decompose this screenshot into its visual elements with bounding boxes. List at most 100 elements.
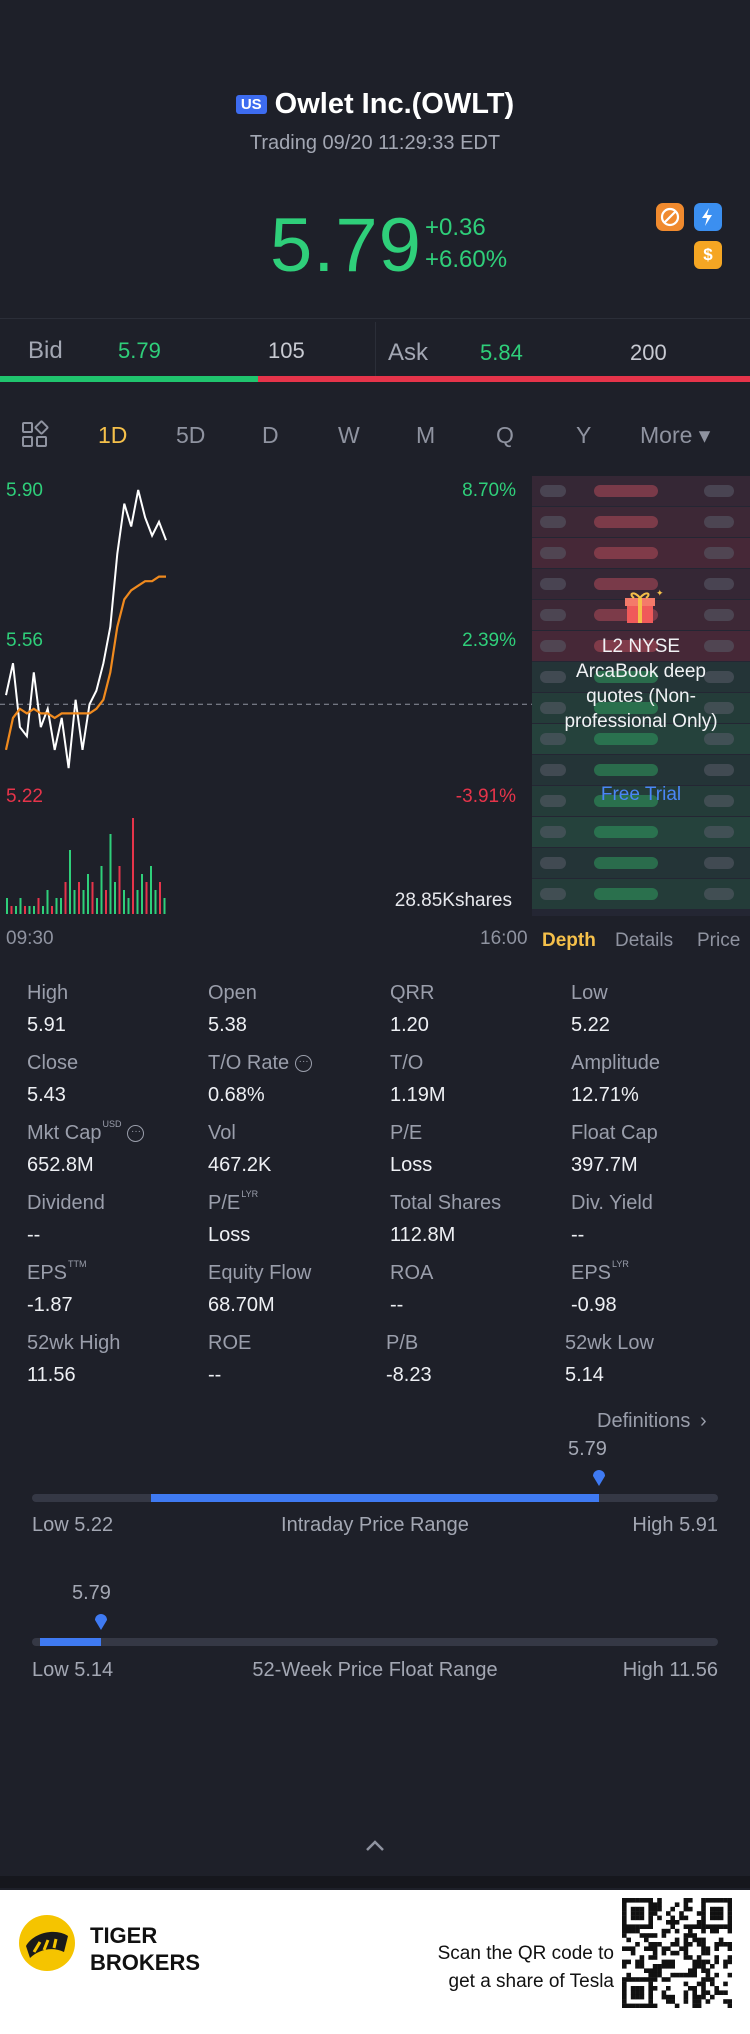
qr-module <box>683 1902 689 1907</box>
stat-value-mkt-cap: 652.8M <box>27 1154 94 1176</box>
tab-y[interactable]: Y <box>576 422 592 448</box>
qr-module <box>710 1977 715 1982</box>
stat-value-qrr: 1.20 <box>390 1014 429 1036</box>
qr-module <box>648 1933 653 1938</box>
stat-value-eps: -1.87 <box>27 1294 73 1316</box>
qr-module <box>714 1990 719 1995</box>
lightning-level1-icon[interactable] <box>694 203 722 231</box>
tab-more[interactable]: More ▾ <box>640 422 711 448</box>
qr-module <box>696 1911 702 1916</box>
qr-module <box>639 1924 645 1929</box>
tab-5d[interactable]: 5D <box>176 422 206 448</box>
tab-price[interactable]: Price <box>697 930 741 951</box>
y-axis-bottom-label: 5.22 <box>6 786 43 807</box>
qr-module <box>705 1968 711 1973</box>
no-fee-icon[interactable] <box>656 203 684 231</box>
ask-price: 5.84 <box>480 340 523 365</box>
market-badge: US <box>235 95 267 114</box>
stat-label-qrr: QRR <box>390 982 434 1005</box>
qr-module <box>688 1924 693 1929</box>
depth-cell <box>704 485 734 497</box>
stat-superscript: TTM <box>68 1259 87 1269</box>
stat-label-text: Amplitude <box>571 1052 660 1074</box>
tab-q[interactable]: Q <box>496 422 514 448</box>
grid-menu-icon[interactable] <box>20 420 52 452</box>
volume-bar <box>69 850 71 914</box>
volume-bar <box>82 890 85 914</box>
qr-module <box>639 1906 645 1912</box>
depth-cell <box>594 826 658 838</box>
qr-module <box>727 1906 732 1912</box>
stat-value-close: 5.43 <box>27 1084 66 1106</box>
qr-module <box>635 1906 640 1912</box>
pct-axis-top-label: 8.70% <box>462 480 516 501</box>
depth-cell <box>704 857 734 869</box>
qr-module <box>661 1933 667 1938</box>
volume-bar <box>46 890 49 914</box>
intraday-chart[interactable]: 5.90 5.56 5.22 8.70% 2.39% -3.91% 28.85K… <box>0 476 532 916</box>
qr-module <box>661 1964 667 1969</box>
qr-module <box>701 1946 706 1951</box>
qr-module <box>626 1924 631 1929</box>
chevron-up-icon[interactable] <box>363 1838 387 1857</box>
depth-cell <box>540 764 566 776</box>
tab-depth[interactable]: Depth <box>542 930 596 951</box>
qr-module <box>683 1946 689 1951</box>
depth-cell <box>704 671 734 683</box>
y-axis-top-label: 5.90 <box>6 480 43 501</box>
intraday-marker-icon <box>592 1470 605 1486</box>
qr-module <box>710 1981 715 1987</box>
tab-details[interactable]: Details <box>615 930 674 951</box>
depth-cell <box>594 640 658 652</box>
qr-module <box>657 1906 662 1912</box>
stat-label-p-b: P/B <box>386 1332 418 1355</box>
more-info-icon[interactable]: ··· <box>295 1055 313 1073</box>
tab-w[interactable]: W <box>338 422 360 448</box>
definitions-link[interactable]: Definitions › <box>597 1410 707 1433</box>
qr-module <box>714 1906 719 1912</box>
qr-module <box>674 1942 680 1947</box>
depth-cell <box>704 516 734 528</box>
depth-row <box>532 879 750 909</box>
depth-cell <box>704 547 734 559</box>
stat-label-text: ROA <box>390 1262 434 1284</box>
qr-module <box>701 1911 706 1916</box>
depth-cell <box>594 857 658 869</box>
stat-label-eps-ttm: EPSTTM <box>27 1259 87 1285</box>
qr-module <box>701 1990 706 1995</box>
qr-module <box>688 1928 693 1934</box>
depth-cell <box>704 826 734 838</box>
qr-module <box>679 1915 684 1921</box>
qr-module <box>626 1959 631 1965</box>
more-info-icon[interactable]: ··· <box>127 1125 145 1143</box>
week52-range-fill <box>40 1638 102 1646</box>
free-trial-link[interactable]: Free Trial <box>600 784 682 805</box>
depth-row <box>532 786 750 816</box>
qr-module <box>622 2003 627 2008</box>
qr-code-icon[interactable] <box>622 1898 732 2008</box>
week52-range-track <box>32 1638 718 1646</box>
volume-bar <box>87 874 89 914</box>
qr-module <box>701 1920 706 1925</box>
bid-price: 5.79 <box>118 338 161 363</box>
qr-module <box>701 1968 706 1973</box>
qr-module <box>648 1898 653 1903</box>
stock-title[interactable]: Owlet Inc.(OWLT) <box>274 88 515 120</box>
qr-module <box>727 1946 732 1951</box>
qr-module <box>661 1994 667 2000</box>
ask-volume-bar <box>258 376 750 382</box>
volume-label: 28.85Kshares <box>394 890 512 911</box>
qr-module <box>648 1994 653 2000</box>
depth-cell <box>540 485 566 497</box>
qr-module <box>626 1937 631 1943</box>
dollar-icon[interactable]: $ <box>694 241 722 269</box>
qr-module <box>705 1959 711 1965</box>
qr-module <box>696 2003 702 2008</box>
tab-m[interactable]: M <box>416 422 436 448</box>
qr-module <box>723 1964 728 1969</box>
qr-module <box>718 1911 724 1916</box>
tab-1d[interactable]: 1D <box>98 422 128 448</box>
qr-module <box>683 1924 689 1929</box>
qr-module <box>652 1968 658 1973</box>
tab-d[interactable]: D <box>262 422 279 448</box>
